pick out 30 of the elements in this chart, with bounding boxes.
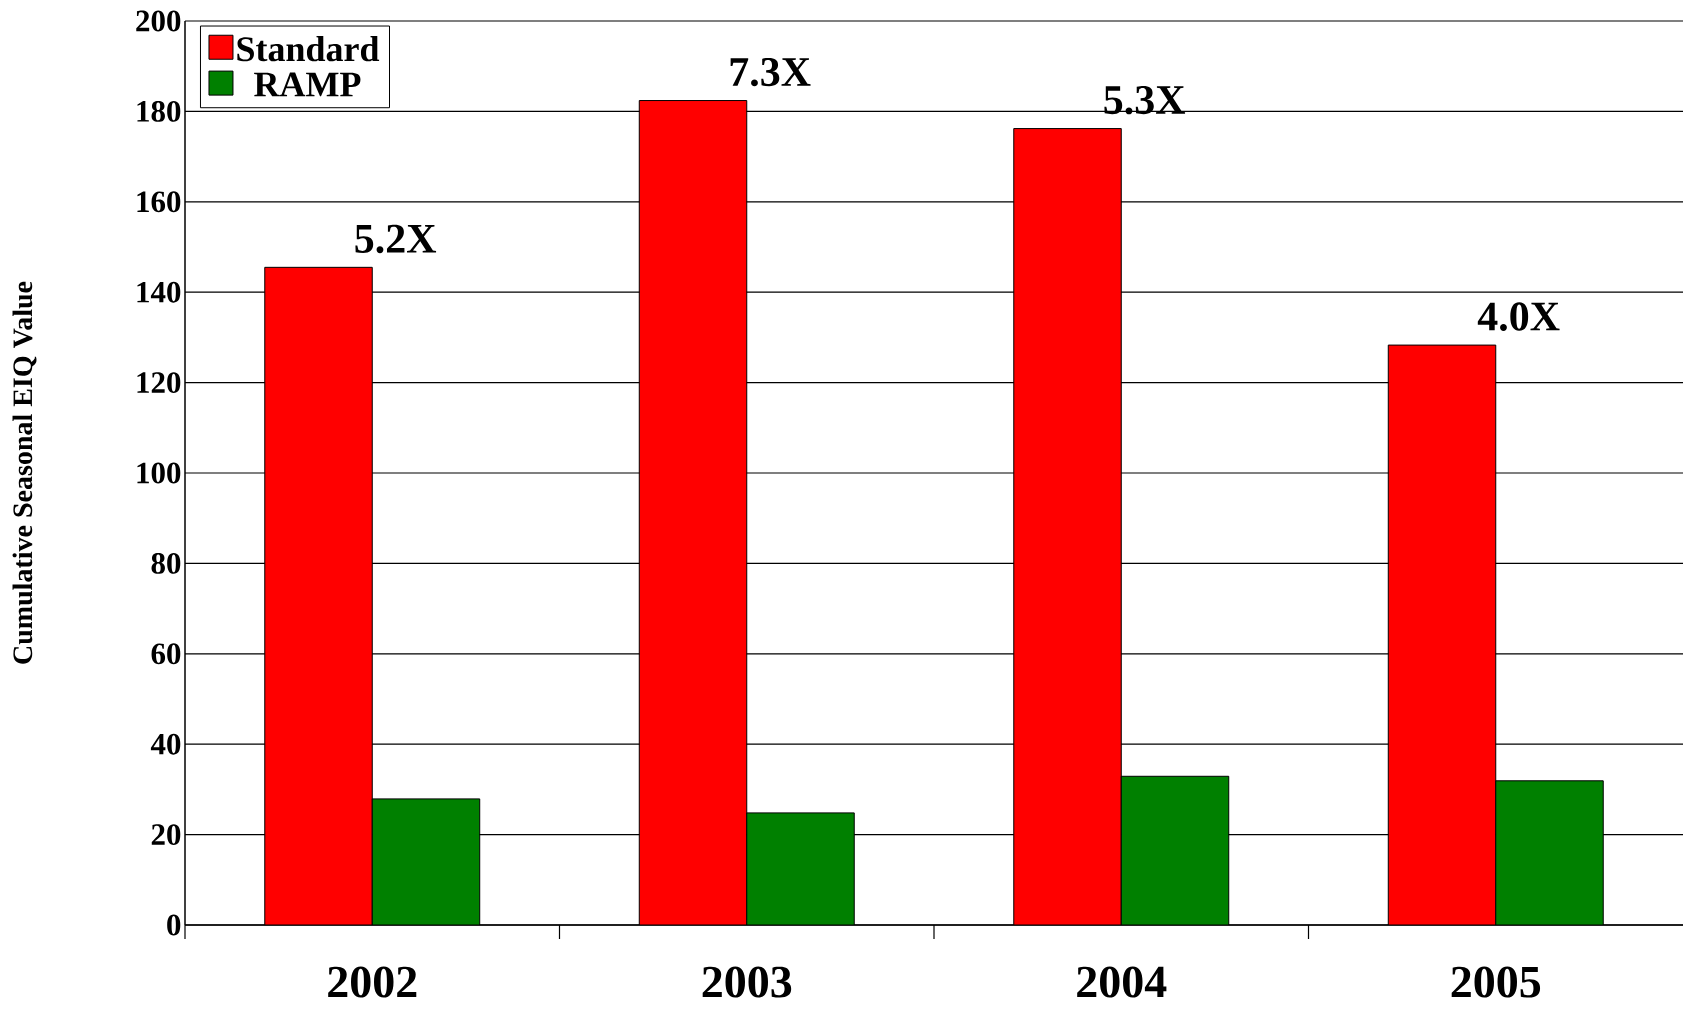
bar	[746, 812, 855, 925]
y-tick-label: 180	[137, 100, 181, 122]
legend-label: Standard	[237, 36, 380, 62]
annotation: 5.2X	[355, 224, 437, 254]
y-tick-label: 200	[136, 10, 181, 32]
bar	[264, 266, 373, 925]
bar	[371, 798, 481, 925]
annotation: 5.3X	[1104, 85, 1186, 115]
y-tick-label: 20	[151, 824, 181, 846]
x-tick-label: 2003	[702, 966, 792, 998]
x-tick-label: 2002	[328, 966, 417, 998]
x-tick-label: 2005	[1451, 966, 1541, 998]
bar	[1013, 128, 1122, 925]
y-axis-title: Cumulative Seasonal EIQ Value	[12, 281, 37, 664]
annotation: 7.3X	[730, 57, 811, 87]
bar	[1120, 775, 1230, 925]
legend-label: RAMP	[254, 72, 361, 97]
y-tick-label: 160	[137, 191, 181, 213]
y-tick-label: 120	[137, 372, 181, 394]
bar	[638, 100, 748, 925]
bar	[1495, 780, 1604, 925]
y-tick-label: 100	[137, 462, 181, 484]
y-tick-label: 60	[151, 643, 181, 665]
bar	[1387, 344, 1497, 925]
y-tick-label: 40	[150, 733, 181, 755]
x-tick-label: 2004	[1077, 966, 1167, 998]
y-tick-label: 80	[151, 552, 181, 574]
y-tick-label: 140	[137, 281, 181, 303]
annotation: 4.0X	[1477, 302, 1560, 331]
y-tick-label: 0	[167, 914, 181, 936]
